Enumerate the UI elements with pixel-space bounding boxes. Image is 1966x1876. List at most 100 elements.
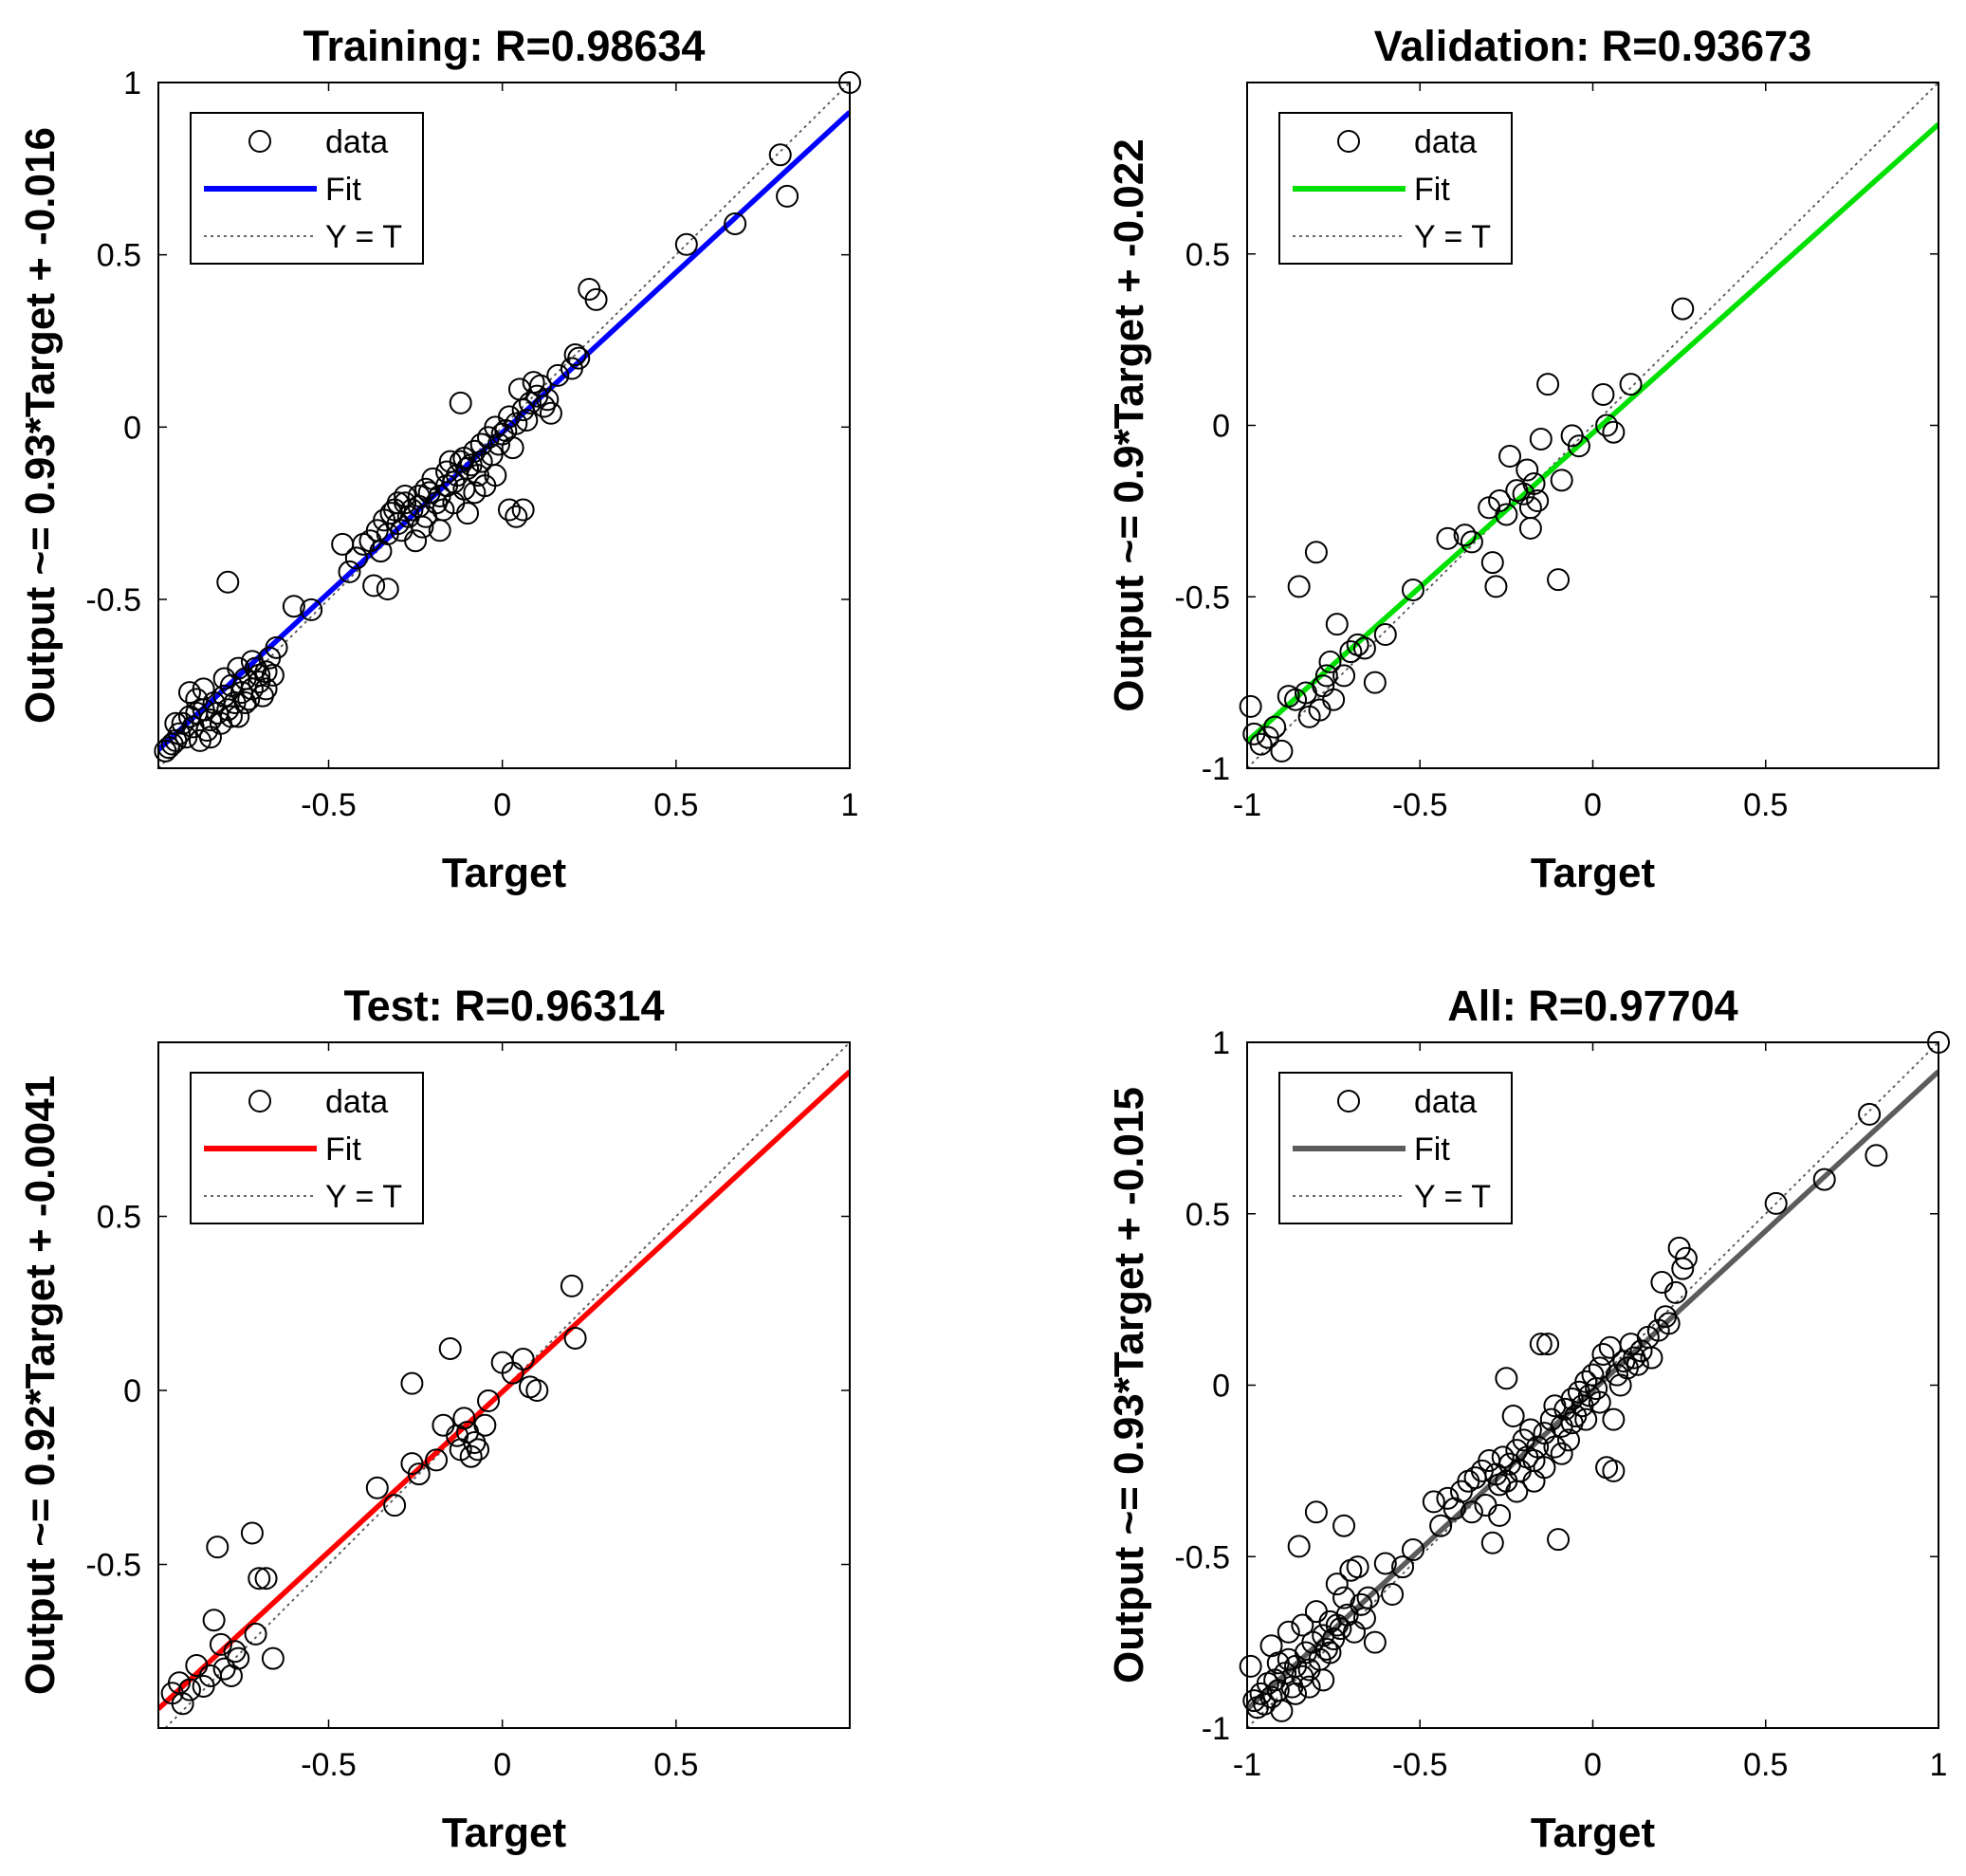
data-point [261,663,285,687]
data-point [362,574,386,598]
plot-title: Validation: R=0.93673 [1374,22,1811,70]
data-point [1270,739,1294,763]
data-point [1325,1613,1349,1637]
data-point [1329,1617,1352,1641]
data-point [1550,1442,1573,1465]
data-point [511,498,535,522]
plot-title: Test: R=0.96314 [343,982,664,1030]
data-point [1239,694,1262,718]
data-point [1602,1459,1626,1482]
data-point [177,681,201,705]
data-point [237,688,261,711]
y-tick-label: 1 [123,65,141,101]
data-point [1657,1312,1681,1335]
x-axis-label: Target [1531,850,1656,896]
data-point [1391,1555,1415,1579]
data-point [331,532,355,556]
data-point [411,515,434,539]
data-point [469,450,493,473]
data-point [254,677,278,701]
data-point [1401,1538,1424,1562]
x-axis-label: Target [1531,1810,1656,1856]
data-point [1270,1699,1294,1722]
legend-data-label: data [1414,1084,1477,1120]
data-point [487,432,511,456]
y-tick-label: -0.5 [1174,579,1230,616]
data-point [449,391,472,414]
x-tick-label: 0 [1584,1747,1602,1783]
data-point [1346,1555,1369,1579]
data-point [1488,489,1512,513]
data-point [1522,471,1546,495]
data-point [1764,1191,1788,1215]
plot-title: Training: R=0.98634 [303,22,706,70]
data-point [202,1609,226,1632]
data-point [1480,1531,1504,1554]
data-point [546,363,570,387]
validation-plot: -1 -0.5 0 0.5 -1 -0.5 0 0.5 data Fit Y = T Validati… [1106,22,1939,896]
x-tick-label: 0 [1584,787,1602,823]
data-point [425,1448,449,1472]
data-point [404,529,428,553]
data-point [1332,1514,1356,1537]
data-point [438,450,462,473]
data-point [1574,1407,1598,1431]
data-point [1381,1583,1405,1607]
y-tick-label: 0.5 [97,1200,141,1236]
data-point [724,212,747,235]
data-point [1536,1333,1560,1356]
data-point [261,1646,285,1670]
data-point [265,635,288,659]
data-point [227,705,250,728]
x-tick-label: 1 [841,787,859,823]
data-point [1626,1352,1649,1376]
test-plot: -0.5 0 0.5 -0.5 0 0.5 data Fit Y = T Test: R=0.96… [17,982,851,1856]
data-point [1543,1394,1567,1418]
data-point [525,1379,549,1403]
data-point [452,1407,476,1430]
data-point [452,447,476,470]
x-tick-label: -0.5 [301,787,357,823]
data-point [1865,1144,1888,1168]
data-point [1501,1405,1525,1428]
y-axis-label: Output ~= 0.9*Target + -0.022 [1106,138,1152,711]
data-point [300,598,323,621]
data-point [1287,1535,1311,1558]
data-point [1249,732,1273,756]
y-tick-label: 0 [123,1373,141,1409]
data-point [1480,551,1504,575]
data-point [1556,1428,1580,1452]
legend-identity-label: Y = T [325,1179,402,1215]
data-point [1263,715,1287,739]
data-point [1239,1654,1262,1678]
legend-identity-label: Y = T [325,219,402,255]
data-point [394,484,417,507]
data-point [1284,1682,1308,1705]
data-point [1332,664,1356,688]
data-point [560,1274,583,1297]
data-point [1518,516,1542,540]
fit-line [158,1069,850,1711]
data-point [1287,575,1311,598]
y-tick-label: -1 [1202,1711,1230,1747]
data-point [1547,568,1571,592]
data-point [1588,1390,1611,1414]
data-point [1277,1620,1300,1644]
data-point [1674,1246,1698,1270]
data-point [467,1438,490,1462]
data-point [452,477,476,501]
data-point [484,464,507,487]
data-point [1663,1280,1687,1304]
data-point [1453,524,1477,547]
data-point [467,464,490,487]
data-point [567,346,591,370]
data-point [206,1536,230,1559]
legend-identity-label: Y = T [1414,1179,1491,1215]
data-point [1363,1630,1387,1654]
data-point [1491,1445,1515,1469]
axes-frame [157,1041,851,1729]
data-point [1529,427,1553,451]
y-axis-label: Output ~= 0.93*Target + -0.016 [17,127,64,724]
x-tick-label: -1 [1233,787,1261,823]
data-point [515,409,539,432]
